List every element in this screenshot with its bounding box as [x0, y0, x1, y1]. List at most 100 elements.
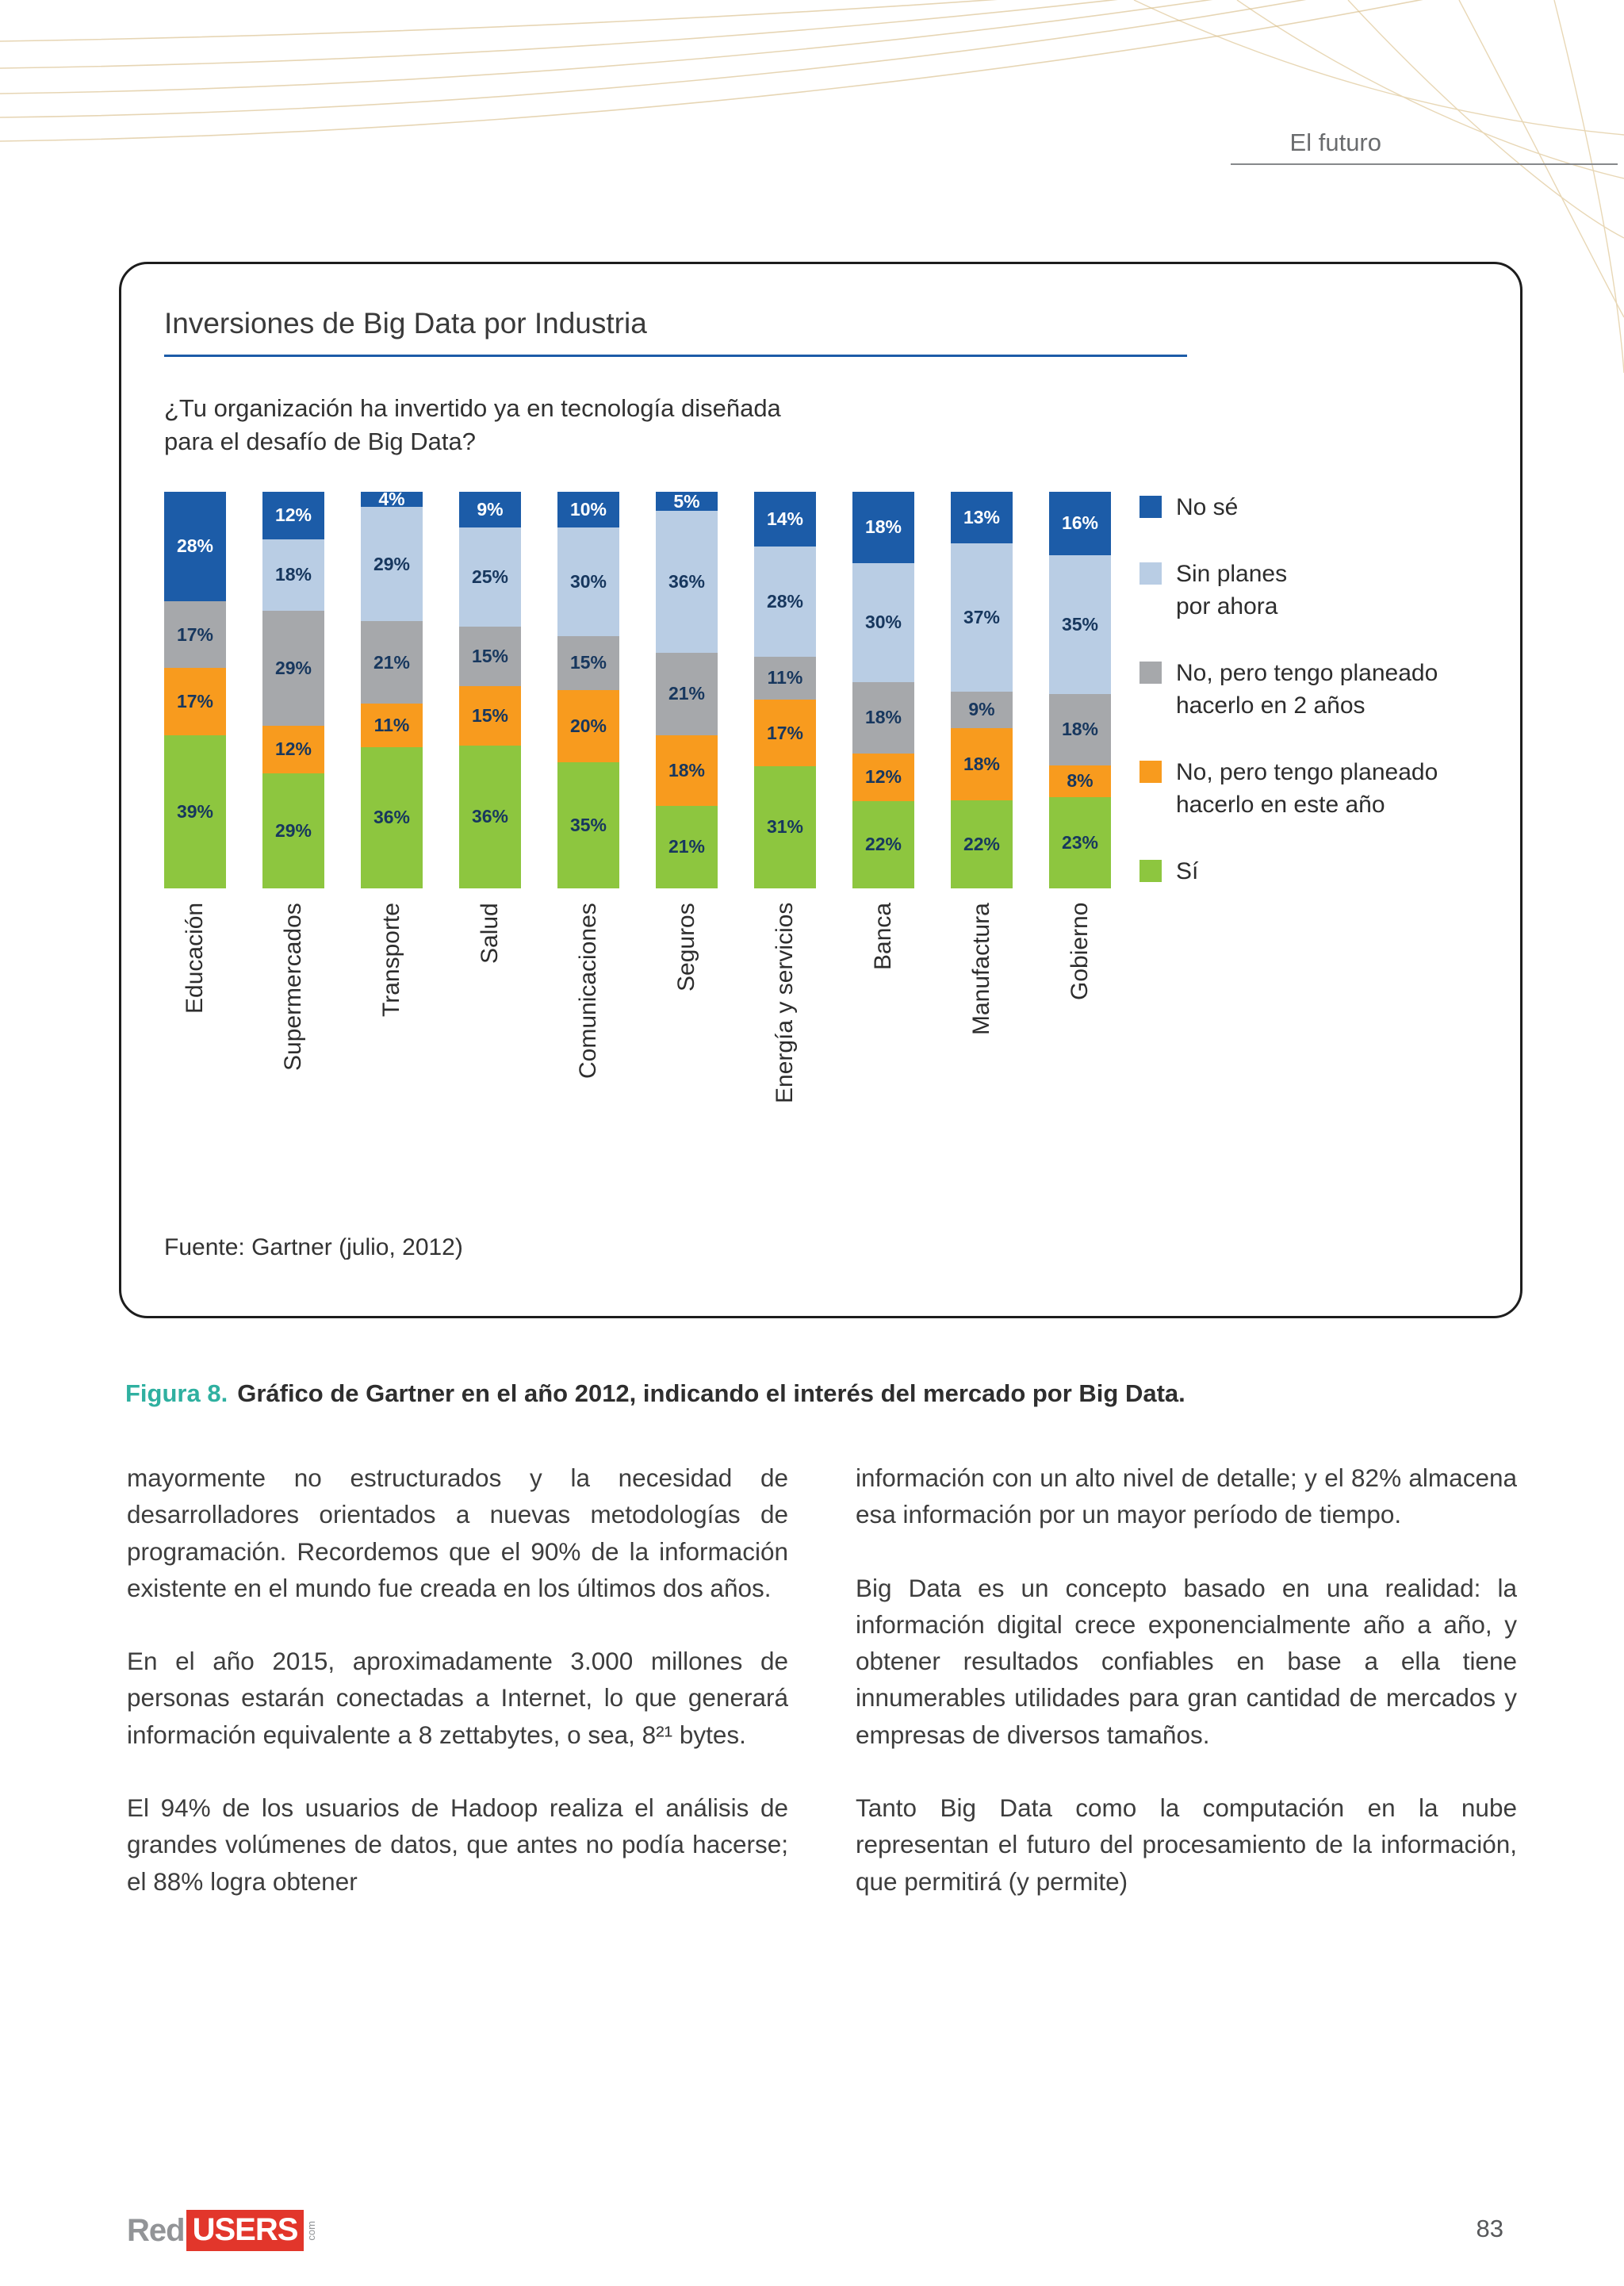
legend-item: No, pero tengo planeado hacerlo en este …: [1139, 757, 1480, 821]
bar-segment: 30%: [557, 527, 619, 636]
segment-value: 18%: [668, 759, 706, 781]
bar-segment: 21%: [656, 652, 718, 735]
segment-value: 14%: [766, 508, 804, 529]
bar-segment: 35%: [1049, 554, 1111, 694]
paragraph: En el año 2015, aproximadamente 3.000 mi…: [127, 1647, 788, 1749]
segment-value: 18%: [274, 564, 312, 585]
segment-value: 36%: [471, 806, 509, 827]
bar-segment: 17%: [164, 668, 226, 735]
bar-column-4: 9% 25% 15% 15% 36% Salud: [459, 491, 521, 1212]
bar-segment: 11%: [754, 656, 816, 700]
segment-value: 36%: [373, 807, 411, 828]
bar-column-5: 10% 30% 15% 20% 35% Comunicaciones: [557, 491, 619, 1212]
category-label: Educación: [182, 902, 208, 1014]
legend-swatch: [1139, 860, 1162, 883]
legend-swatch: [1139, 662, 1162, 685]
bar-segment: 12%: [262, 491, 324, 539]
bar-segment: 36%: [656, 511, 718, 653]
stacked-bar-chart: 28% 17% 17% 39% Educación 12% 18% 29% 12% 29% Supe…: [164, 489, 1111, 1212]
legend-label: No, pero tengo planeado hacerlo en 2 año…: [1176, 660, 1438, 719]
stacked-bar: 5% 36% 21% 18% 21%: [656, 490, 718, 888]
segment-value: 21%: [373, 651, 411, 673]
segment-value: 20%: [569, 715, 607, 736]
category-label: Supermercados: [280, 902, 306, 1071]
bar-segment: 28%: [754, 546, 816, 657]
bar-segment: 18%: [951, 727, 1013, 800]
bar-segment: 28%: [164, 491, 226, 602]
segment-value: 23%: [1061, 831, 1099, 853]
segment-value: 36%: [668, 571, 706, 593]
bar-segment: 36%: [459, 745, 521, 888]
segment-value: 15%: [471, 645, 509, 666]
segment-value: 18%: [864, 707, 902, 728]
logo-text-com: com: [305, 2220, 318, 2241]
bar-segment: 35%: [557, 761, 619, 888]
bar-segment: 16%: [1049, 491, 1111, 555]
redusers-logo: Red USERS com: [127, 2210, 318, 2251]
figure-caption: Figura 8. Gráfico de Gartner en el año 20…: [125, 1379, 1185, 1408]
segment-value: 25%: [471, 566, 509, 587]
bar-column-10: 16% 35% 18% 8% 23% Gobierno: [1049, 491, 1111, 1212]
logo-text-users: USERS: [186, 2210, 304, 2251]
stacked-bar: 16% 35% 18% 8% 23%: [1049, 491, 1111, 888]
chart-title-divider: [164, 355, 1187, 357]
bar-segment: 21%: [656, 805, 718, 888]
page-number: 83: [1476, 2215, 1503, 2242]
bar-segment: 9%: [459, 491, 521, 527]
segment-value: 8%: [1067, 770, 1094, 792]
bar-segment: 36%: [361, 746, 423, 888]
bar-segment: 22%: [951, 800, 1013, 888]
segment-value: 9%: [968, 699, 995, 720]
chart-source: Fuente: Gartner (julio, 2012): [164, 1233, 463, 1260]
left-column: mayormente no estructurados y la necesid…: [127, 1459, 788, 1936]
bar-column-1: 28% 17% 17% 39% Educación: [164, 491, 226, 1212]
bar-segment: 29%: [262, 773, 324, 888]
segment-value: 18%: [1061, 719, 1099, 740]
bar-segment: 17%: [754, 700, 816, 767]
segment-value: 30%: [864, 612, 902, 633]
segment-value: 18%: [864, 516, 902, 538]
segment-value: 35%: [1061, 613, 1099, 635]
segment-value: 18%: [963, 753, 1001, 774]
bar-column-7: 14% 28% 11% 17% 31% Energía y servicios: [754, 491, 816, 1212]
segment-value: 29%: [274, 819, 312, 841]
segment-value: 5%: [673, 490, 700, 512]
bar-segment: 12%: [852, 753, 914, 801]
bar-segment: 15%: [459, 626, 521, 686]
paragraph: El 94% de los usuarios de Hadoop realiza…: [127, 1793, 788, 1896]
stacked-bar: 4% 29% 21% 11% 36%: [361, 489, 423, 888]
logo-text-red: Red: [127, 2212, 186, 2248]
stacked-bar: 10% 30% 15% 20% 35%: [557, 491, 619, 888]
right-column: información con un alto nivel de detalle…: [856, 1459, 1517, 1936]
segment-value: 22%: [864, 834, 902, 855]
segment-value: 22%: [963, 833, 1001, 854]
segment-value: 28%: [176, 535, 214, 557]
legend-label: No sé: [1176, 493, 1239, 520]
chart-question: ¿Tu organización ha invertido ya en tecn…: [164, 394, 781, 455]
legend-swatch: [1139, 495, 1162, 518]
segment-value: 4%: [378, 489, 405, 510]
bar-segment: 15%: [459, 685, 521, 746]
bar-segment: 17%: [164, 601, 226, 669]
segment-value: 9%: [477, 498, 504, 520]
bar-column-2: 12% 18% 29% 12% 29% Supermercados: [262, 491, 324, 1212]
bar-column-8: 18% 30% 18% 12% 22% Banca: [852, 491, 914, 1212]
paragraph: mayormente no estructurados y la necesid…: [127, 1463, 788, 1602]
category-label: Energía y servicios: [772, 902, 798, 1104]
bar-column-3: 4% 29% 21% 11% 36% Transporte: [361, 489, 423, 1212]
segment-value: 10%: [569, 498, 607, 520]
legend-item: No, pero tengo planeado hacerlo en 2 año…: [1139, 658, 1480, 722]
bar-segment: 25%: [459, 527, 521, 627]
legend-swatch: [1139, 562, 1162, 585]
bar-segment: 8%: [1049, 765, 1111, 797]
segment-value: 29%: [373, 553, 411, 574]
bar-segment: 18%: [852, 491, 914, 563]
stacked-bar: 18% 30% 18% 12% 22%: [852, 491, 914, 888]
stacked-bar: 9% 25% 15% 15% 36%: [459, 491, 521, 888]
category-label: Salud: [477, 902, 503, 964]
stacked-bar: 13% 37% 9% 18% 22%: [951, 491, 1013, 888]
bar-segment: 11%: [361, 704, 423, 747]
category-label: Banca: [870, 902, 896, 970]
bar-segment: 29%: [262, 610, 324, 726]
category-label: Comunicaciones: [575, 902, 601, 1079]
